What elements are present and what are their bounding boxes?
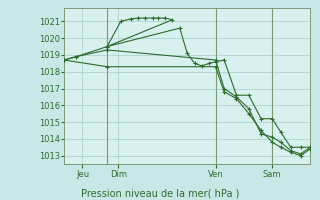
Text: Pression niveau de la mer( hPa ): Pression niveau de la mer( hPa ) xyxy=(81,188,239,198)
